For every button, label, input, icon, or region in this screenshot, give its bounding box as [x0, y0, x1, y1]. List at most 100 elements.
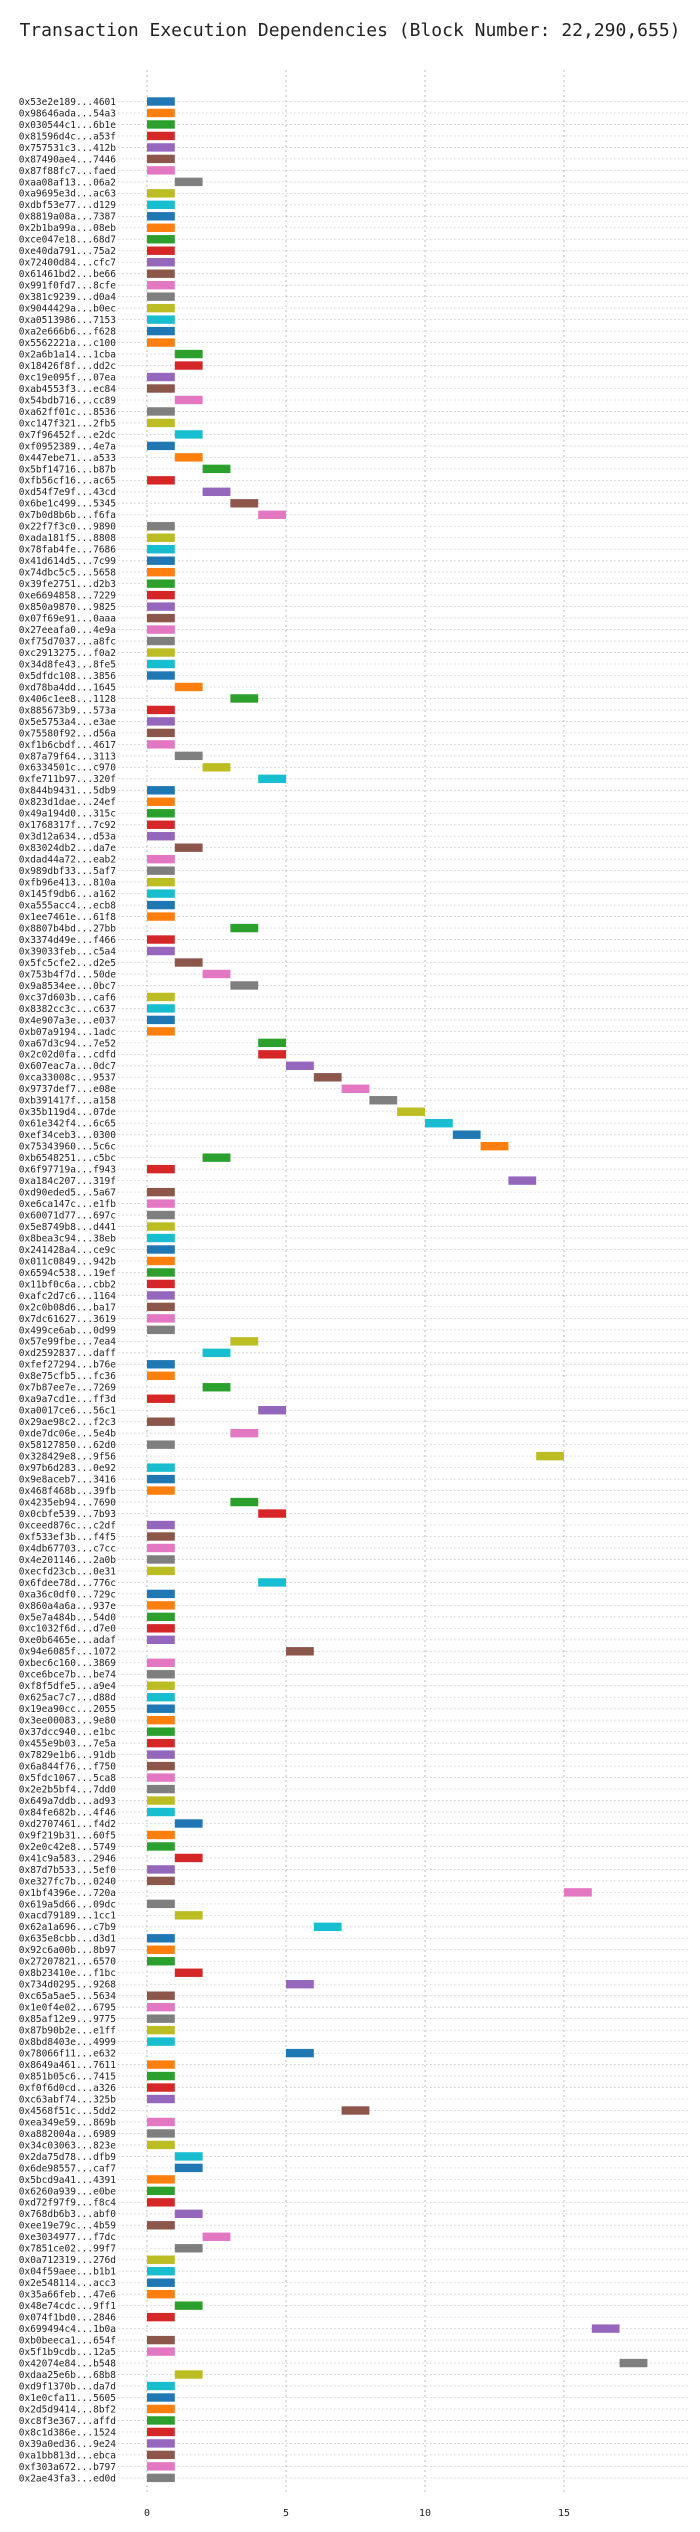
dependency-bar: [230, 1497, 259, 1507]
dependency-bar: [147, 1945, 175, 1954]
y-tick-label: 0xee19e79c...4b59: [19, 2221, 117, 2232]
y-tick-label: 0x78066f11...e632: [19, 2049, 116, 2060]
y-tick-label: 0x7b0d8b6b...f6fa: [19, 510, 116, 521]
y-tick-label: 0x1ee7461e...61f8: [19, 912, 117, 923]
dependency-bar: [174, 349, 203, 359]
y-tick-label: 0x8bd8403e...4999: [19, 2037, 117, 2048]
y-tick-label: 0x8807b4bd...27bb: [19, 923, 117, 934]
y-tick-label: 0x5562221a...c100: [19, 338, 117, 349]
y-tick-label: 0x607eac7a...0dc7: [19, 1061, 116, 1072]
dependency-bar: [147, 877, 175, 887]
y-tick-label: 0x241428a4...ce9c: [19, 1245, 116, 1256]
y-tick-label: 0xf0f6d0cd...a326: [19, 2083, 117, 2094]
dependency-bar: [147, 143, 175, 152]
y-tick-label: 0x860a4a6a...937e: [19, 1601, 117, 1612]
y-tick-label: 0xce6bce7b...be74: [19, 1670, 117, 1681]
dependency-bar: [147, 2404, 175, 2414]
y-tick-label: 0x04f59aee...b1b1: [19, 2267, 117, 2278]
y-tick-label: 0x83024db2...da7e: [19, 843, 117, 854]
y-tick-label: 0xaa08af13...06a2: [19, 177, 116, 188]
dependency-bar: [147, 154, 175, 164]
dependency-bar: [258, 1406, 286, 1415]
dependency-bar: [286, 1980, 314, 1989]
dependency-bar: [174, 177, 203, 187]
dependency-bar: [147, 1715, 175, 1725]
y-tick-label: 0x39033feb...c5a4: [19, 946, 117, 957]
y-tick-label: 0xfb56cf16...ac65: [19, 476, 116, 487]
dependency-bar: [147, 269, 175, 278]
dependency-bar: [147, 1991, 175, 2000]
y-tick-label: 0xa555acc4...ecb8: [19, 901, 117, 912]
dependency-bar: [147, 2014, 175, 2023]
dependency-bar: [147, 2037, 175, 2046]
y-tick-label: 0xf0952389...4e7a: [19, 441, 116, 452]
dependency-bar: [258, 1038, 286, 1048]
dependency-bar: [147, 326, 175, 336]
dependency-bar: [147, 2175, 175, 2184]
dependency-bar: [174, 958, 203, 967]
y-tick-label: 0x97b6d283...0e92: [19, 1463, 116, 1474]
dependency-bar: [147, 602, 175, 611]
y-tick-label: 0x60071d77...697c: [19, 1210, 116, 1221]
y-tick-label: 0x75580f92...d56a: [19, 728, 116, 739]
dependency-bar: [147, 1222, 175, 1231]
y-tick-label: 0xc65a5ae5...5634: [19, 1991, 117, 2002]
y-tick-label: 0xe40da791...75a2: [19, 246, 116, 257]
y-tick-label: 0xbec6c160...3869: [19, 1658, 117, 1669]
y-tick-label: 0x5f1b9cdb...12a5: [19, 2347, 116, 2358]
y-tick-label: 0xa1bb813d...ebca: [19, 2450, 116, 2461]
dependency-bar: [147, 2381, 175, 2391]
dependency-bar: [286, 1647, 314, 1656]
dependency-bar: [147, 1325, 175, 1335]
y-tick-label: 0x649a7ddb...ad93: [19, 1796, 116, 1807]
y-tick-label: 0x2c02d0fa...cdfd: [19, 1050, 116, 1061]
y-tick-label: 0x87f88fc7...faed: [19, 166, 116, 177]
y-tick-label: 0x406c1ee8...1128: [19, 694, 117, 705]
y-tick-label: 0xa2e666b6...f628: [19, 327, 117, 338]
dependency-bar: [147, 2186, 175, 2196]
dependency-bar: [174, 1853, 203, 1863]
y-tick-label: 0xce047e18...68d7: [19, 235, 116, 246]
y-tick-label: 0xea349e59...869b: [19, 2117, 117, 2128]
y-tick-label: 0xfe711b97...320f: [19, 774, 116, 785]
y-tick-label: 0x78fab4fe...7686: [19, 545, 117, 556]
y-tick-label: 0xc8f3e367...affd: [19, 2416, 116, 2427]
y-tick-label: 0x625ac7c7...d88d: [19, 1693, 116, 1704]
dependency-bar: [147, 1291, 175, 1300]
dependency-bar: [258, 1578, 286, 1587]
dependency-bar: [147, 2129, 175, 2138]
dependency-bar: [147, 189, 175, 198]
dependency-bar: [174, 430, 203, 439]
y-tick-label: 0x19ea90cc...2055: [19, 1704, 116, 1715]
dependency-bar: [147, 338, 175, 347]
dependency-bar: [202, 1153, 231, 1162]
dependency-bar: [147, 303, 175, 313]
y-tick-label: 0x1bf4396e...720a: [19, 1888, 116, 1899]
dependency-bar: [147, 1394, 175, 1403]
y-tick-label: 0x2e548114...acc3: [19, 2278, 116, 2289]
dependency-bar: [147, 1784, 175, 1794]
y-tick-label: 0xa67d3c94...7e52: [19, 1038, 116, 1049]
y-tick-label: 0x18426f8f...dd2c: [19, 361, 116, 372]
chart-title: Transaction Execution Dependencies (Bloc…: [19, 20, 681, 41]
dependency-bar: [202, 1348, 231, 1358]
dependency-bar: [147, 2002, 175, 2012]
dependency-bar: [174, 2163, 203, 2173]
y-tick-label: 0xc63abf74...325b: [19, 2094, 117, 2105]
y-tick-label: 0xa0513986...7153: [19, 315, 116, 326]
dependency-bar: [147, 1015, 175, 1025]
y-tick-label: 0x5bcd9a41...4391: [19, 2175, 117, 2186]
dependency-bar: [147, 1486, 175, 1495]
dependency-bar: [147, 2140, 175, 2150]
dependency-bar: [174, 2152, 203, 2161]
dependency-bar: [147, 1256, 175, 1266]
y-tick-label: 0xada181f5...8808: [19, 533, 117, 544]
y-tick-label: 0x6334501c...c970: [19, 763, 117, 774]
y-tick-label: 0x6be1c499...5345: [19, 499, 116, 510]
y-tick-label: 0x030544c1...6b1e: [19, 120, 117, 131]
dependency-bar: [147, 280, 175, 290]
dependency-bar: [230, 1337, 259, 1346]
y-tick-label: 0xd9f1370b...da7d: [19, 2381, 116, 2392]
dependency-bar: [147, 522, 175, 531]
dependency-bar: [258, 1509, 286, 1518]
